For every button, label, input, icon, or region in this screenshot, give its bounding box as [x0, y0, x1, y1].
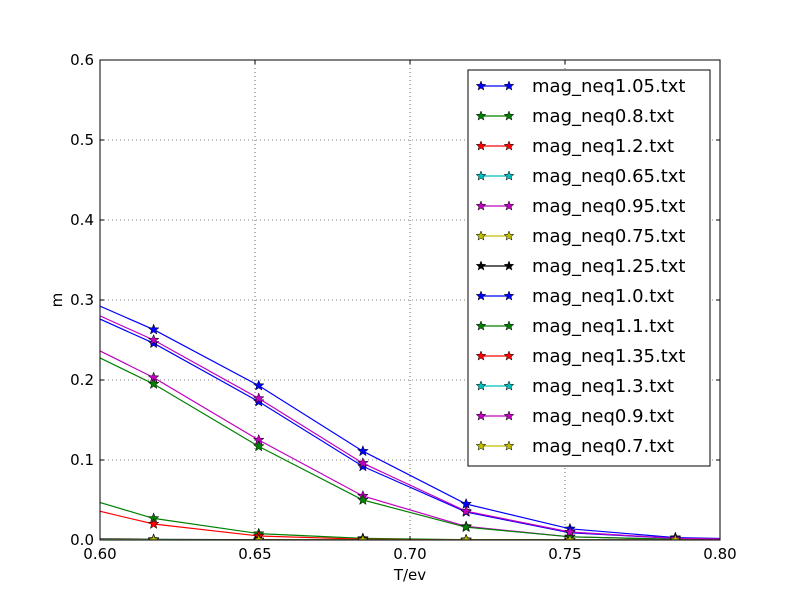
data-point: [252, 395, 265, 407]
legend-marker: [503, 410, 515, 421]
legend-marker: [475, 110, 487, 121]
legend-marker: [503, 140, 515, 151]
legend-marker: [475, 350, 487, 361]
legend-marker: [503, 440, 515, 451]
legend-entry: mag_neq1.1.txt: [475, 316, 674, 337]
series-line: [100, 357, 720, 540]
series-11: [100, 315, 720, 540]
data-point: [252, 379, 265, 391]
legend-marker: [475, 200, 487, 211]
y-tick-label: 0.2: [70, 371, 94, 389]
data-point: [147, 533, 160, 540]
x-tick-label: 0.70: [393, 545, 426, 563]
legend-marker: [475, 80, 487, 91]
legend-marker: [503, 230, 515, 241]
data-point: [356, 533, 369, 540]
legend-marker: [475, 170, 487, 181]
x-axis-label: T/ev: [393, 566, 426, 584]
legend-entry: mag_neq0.8.txt: [475, 106, 674, 127]
legend-label: mag_neq1.25.txt: [532, 256, 685, 277]
series-line: [100, 305, 720, 540]
data-point: [356, 456, 369, 469]
y-tick-label: 0.3: [70, 291, 94, 309]
legend-label: mag_neq1.05.txt: [532, 76, 685, 97]
legend-entry: mag_neq1.2.txt: [475, 136, 674, 157]
series-0: [100, 305, 720, 540]
legend-marker: [503, 320, 515, 331]
y-tick-label: 0.5: [70, 131, 94, 149]
legend-entry: mag_neq0.9.txt: [475, 406, 674, 427]
series-line: [100, 315, 720, 540]
legend-marker: [475, 380, 487, 391]
legend-label: mag_neq1.3.txt: [532, 376, 674, 397]
legend-marker: [503, 170, 515, 181]
data-point: [356, 493, 369, 506]
legend-label: mag_neq0.9.txt: [532, 406, 674, 427]
legend-label: mag_neq0.7.txt: [532, 436, 674, 457]
legend-marker: [503, 350, 515, 361]
x-tick-label: 0.65: [238, 545, 271, 563]
legend-entry: mag_neq1.05.txt: [475, 76, 685, 97]
legend-marker: [475, 410, 487, 421]
legend-label: mag_neq1.0.txt: [532, 286, 674, 307]
legend: mag_neq1.05.txt mag_neq0.8.txt mag_neq1.2.…: [467, 69, 711, 467]
data-point: [252, 392, 265, 404]
legend-entry: mag_neq1.25.txt: [475, 256, 685, 277]
data-point: [460, 504, 473, 517]
data-point: [356, 444, 369, 457]
legend-entry: mag_neq1.3.txt: [475, 376, 674, 397]
legend-entry: mag_neq0.75.txt: [475, 226, 685, 247]
legend-marker: [503, 380, 515, 391]
data-point: [147, 333, 160, 346]
x-tick-label: 0.60: [83, 545, 116, 563]
legend-marker: [475, 140, 487, 151]
legend-entry: mag_neq0.7.txt: [475, 436, 674, 457]
legend-label: mag_neq0.65.txt: [532, 166, 685, 187]
legend-entry: mag_neq1.35.txt: [475, 346, 685, 367]
x-tick-label: 0.80: [703, 545, 736, 563]
ticks: 0.60 0.65 0.70 0.75 0.80 0.0 0.1 0.2 0.3 0.4 0.5 0.…: [70, 51, 737, 563]
data-point: [252, 440, 265, 452]
legend-marker: [475, 290, 487, 301]
legend-label: mag_neq0.95.txt: [532, 196, 685, 217]
y-tick-label: 0.4: [70, 211, 94, 229]
data-point: [460, 533, 473, 540]
legend-marker: [475, 260, 487, 271]
data-point: [147, 377, 160, 390]
legend-label: mag_neq1.2.txt: [532, 136, 674, 157]
legend-marker: [503, 80, 515, 91]
legend-entry: mag_neq0.65.txt: [475, 166, 685, 187]
y-axis-label: m: [48, 293, 66, 308]
legend-marker: [475, 230, 487, 241]
y-tick-label: 0.6: [70, 51, 94, 69]
y-tick-label: 0.0: [70, 531, 94, 549]
legend-marker: [475, 320, 487, 331]
data-point: [460, 520, 473, 533]
y-tick-label: 0.1: [70, 451, 94, 469]
legend-marker: [503, 260, 515, 271]
legend-label: mag_neq1.35.txt: [532, 346, 685, 367]
legend-label: mag_neq0.75.txt: [532, 226, 685, 247]
legend-entry: mag_neq1.0.txt: [475, 286, 674, 307]
legend-label: mag_neq1.1.txt: [532, 316, 674, 337]
data-point: [669, 533, 682, 540]
x-tick-label: 0.75: [548, 545, 581, 563]
legend-marker: [475, 440, 487, 451]
data-point: [147, 336, 160, 349]
legend-marker: [503, 110, 515, 121]
data-point: [147, 323, 160, 335]
legend-label: mag_neq0.8.txt: [532, 106, 674, 127]
data-point: [564, 533, 576, 540]
legend-entry: mag_neq0.95.txt: [475, 196, 685, 217]
legend-marker: [503, 290, 515, 301]
data-point: [147, 517, 160, 530]
legend-marker: [503, 200, 515, 211]
